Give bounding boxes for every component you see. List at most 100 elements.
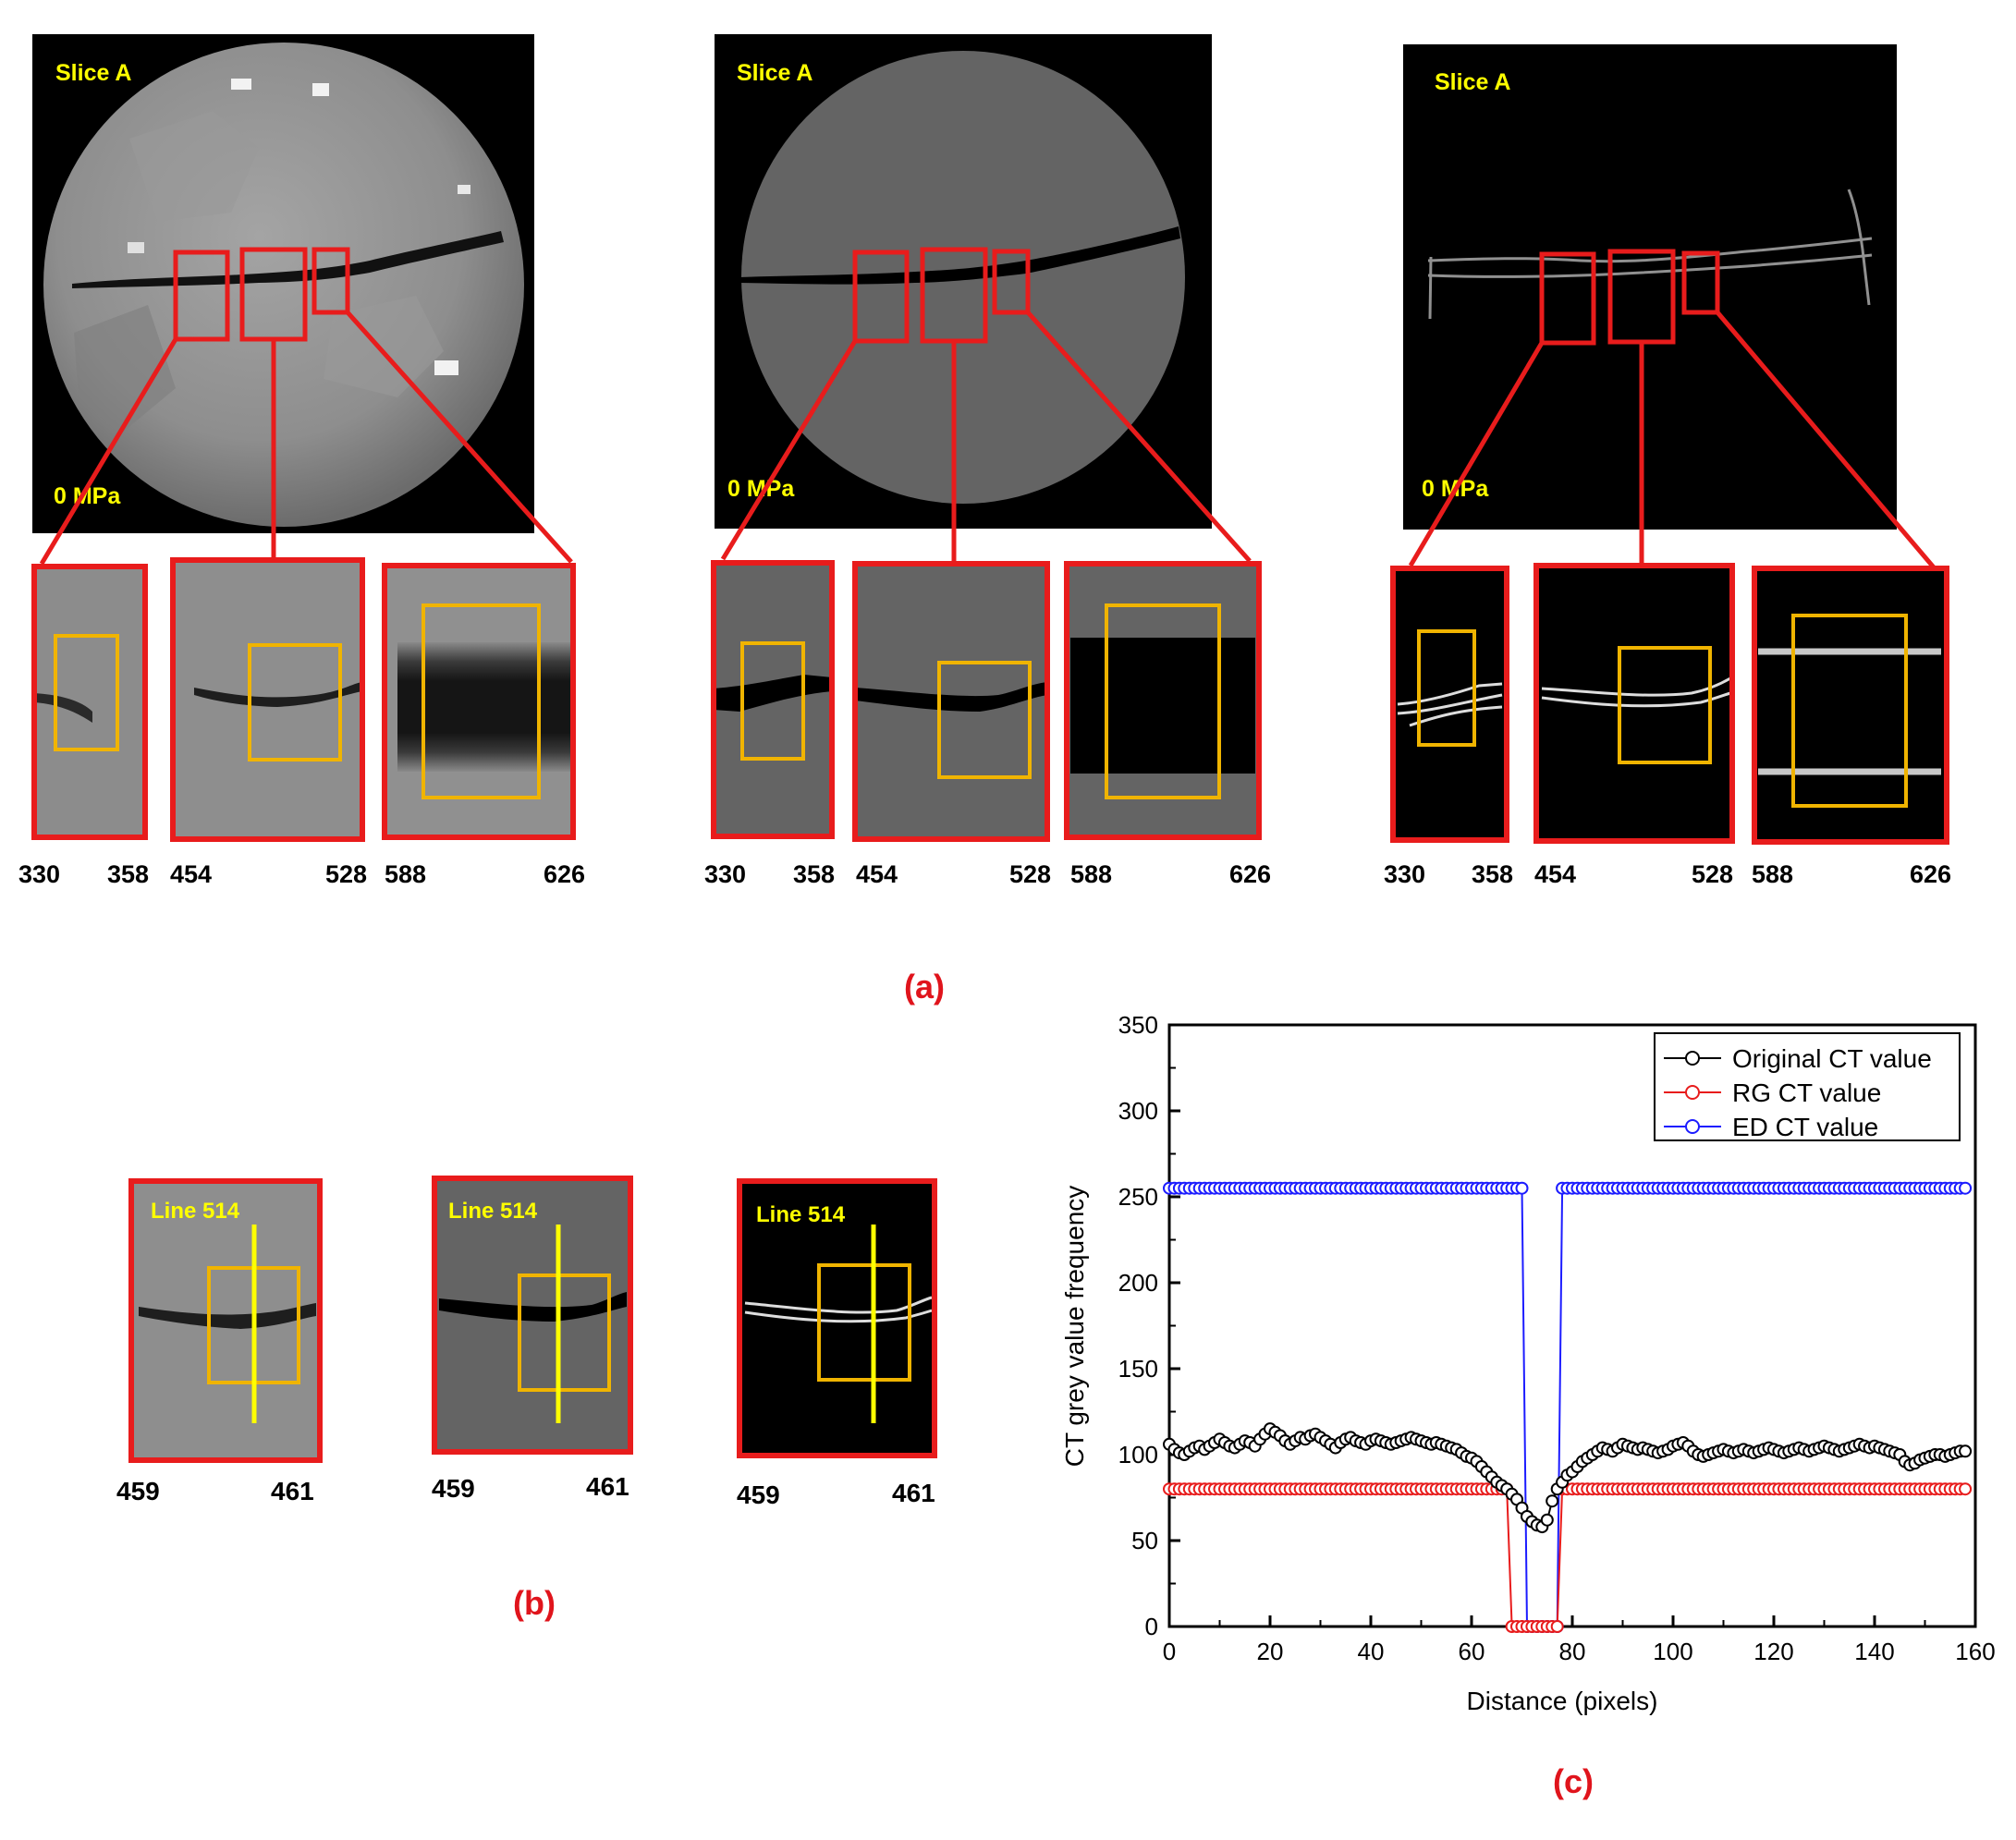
panel-a-original: Slice A 0 MPa 330 358 454 528 588 626 [18,34,585,888]
tick-label: 459 [116,1477,160,1505]
edge-trace [1427,237,1873,263]
data-point [1546,1494,1559,1508]
fracture-zoom [139,1303,316,1329]
tick-label: 358 [1472,860,1513,888]
zoom-crop-3 [1754,568,1947,842]
panel-a-region-growing: Slice A 0 MPa 330 358 454 528 588 626 [704,34,1271,888]
y-axis-label: CT grey value frequency [1060,1186,1089,1468]
edge-zoom [1541,676,1731,708]
roi-box-1 [852,250,910,344]
tick-label: 454 [170,860,212,888]
zoom-crop-1 [1393,568,1507,840]
dense-inclusion [128,242,144,253]
x-tick-label: 120 [1753,1638,1793,1665]
orange-roi-3 [422,603,541,799]
roi-box-1 [173,250,230,342]
x-tick-label: 20 [1257,1638,1284,1665]
panel-c-caption: (c) [1553,1762,1594,1800]
edge-trace [1427,253,1873,278]
slice-label: Slice A [55,60,131,86]
orange-roi-2 [1618,646,1712,764]
zoom-frame-3 [1064,561,1262,840]
zoom-frame-2 [1533,563,1735,844]
zoom-connector [720,339,858,561]
tick-label: 454 [856,860,898,888]
zoom-crop-2 [1536,566,1732,841]
y-tick-label: 0 [1145,1613,1158,1640]
zoom-connector [1716,311,1936,569]
orange-roi-2 [248,643,342,762]
tick-label: 588 [1752,860,1793,888]
zoom-frame-1 [711,560,835,839]
line-crop-frame [128,1178,323,1463]
line-crop-frame [737,1178,937,1458]
tick-label: 528 [325,860,367,888]
series-points [1163,1181,1973,1633]
x-tick-label: 140 [1854,1638,1894,1665]
zoom-connector [39,337,178,566]
roi-box-3 [1681,250,1720,315]
tick-label: 626 [1910,860,1951,888]
fracture-trace [739,226,1180,285]
x-tick-label: 40 [1358,1638,1385,1665]
data-point [1515,1181,1529,1195]
panel-a-caption: (a) [904,968,945,1005]
x-axis: 0 20 40 60 80 100 120 140 160 [1163,1615,1996,1665]
data-point [1959,1482,1973,1496]
orange-roi-3 [1791,614,1908,808]
zoom-frame-1 [1390,566,1509,843]
legend-entry: RG CT value [1732,1078,1881,1107]
tick-label: 461 [586,1472,629,1501]
fracture-zoom [34,693,92,723]
y-tick-label: 250 [1118,1183,1158,1211]
line-label: Line 514 [151,1199,240,1224]
y-tick-label: 150 [1118,1355,1158,1383]
zoom-frame-2 [852,561,1050,842]
zoom-frame-3 [1752,566,1949,845]
fracture-zoom [855,682,1047,712]
tick-label: 330 [704,860,746,888]
zoom-frame-1 [31,564,148,840]
orange-roi-3 [1105,603,1221,799]
tick-label: 626 [1229,860,1271,888]
edge-trace [1847,189,1871,306]
roi-box-3 [312,247,350,315]
tick-label: 461 [271,1477,314,1505]
tick-label: 588 [385,860,426,888]
fracture-zoom [397,642,573,772]
x-tick-label: 0 [1163,1638,1176,1665]
tick-label: 626 [544,860,585,888]
panel-b-caption: (b) [513,1584,556,1622]
data-point [1959,1181,1973,1195]
x-tick-label: 80 [1559,1638,1586,1665]
mineral-grain [74,305,176,434]
roi-box-1 [1539,251,1596,346]
panel-a-edge-detection: Slice A 0 MPa 330 358 454 528 588 626 [1384,44,1951,888]
zoom-frame-3 [382,563,576,840]
line-crop-frame [432,1176,633,1455]
fracture-zoom [439,1292,627,1322]
legend-marker [1685,1085,1700,1100]
orange-roi-1 [740,641,805,761]
fracture-trace [72,231,504,288]
dense-inclusion [231,79,251,90]
orange-roi-1 [1417,629,1476,747]
tick-label: 459 [737,1481,780,1509]
data-point [1550,1620,1564,1633]
zoom-connector [1026,311,1252,563]
tick-label: 330 [18,860,60,888]
x-axis-label: Distance (pixels) [1467,1687,1658,1715]
y-tick-label: 300 [1118,1097,1158,1125]
y-tick-label: 50 [1131,1527,1158,1554]
legend-entry: Original CT value [1732,1044,1932,1073]
line-label: Line 514 [448,1199,538,1224]
y-tick-label: 200 [1118,1269,1158,1297]
orange-roi [518,1273,611,1392]
fracture-zoom [194,682,362,707]
x-tick-label: 100 [1653,1638,1692,1665]
tick-label: 459 [432,1474,475,1503]
tick-label: 588 [1070,860,1112,888]
tick-label: 358 [107,860,149,888]
legend-marker [1685,1119,1700,1134]
zoom-frame-2 [170,557,365,842]
